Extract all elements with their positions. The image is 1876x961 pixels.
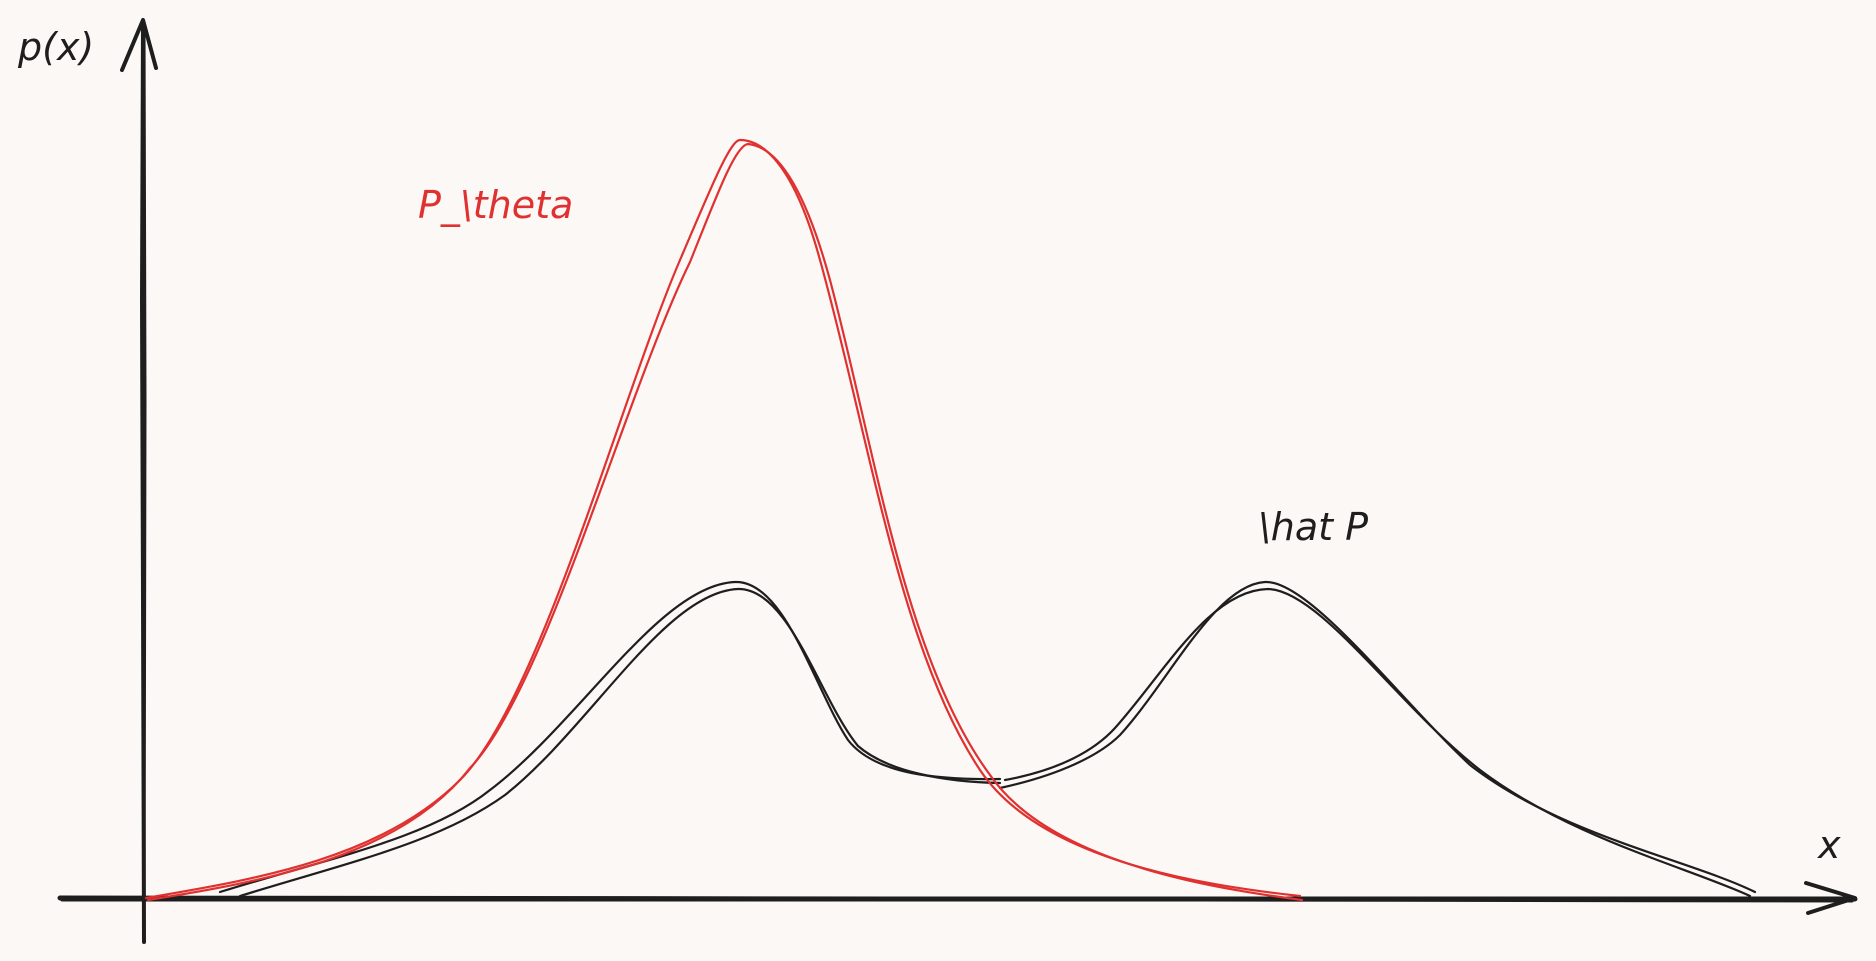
x-axis-arrowhead (1804, 881, 1857, 915)
y-axis-arrowhead (120, 18, 158, 72)
model-curve-label: P_\theta (418, 183, 573, 227)
data-curve-label: \hat P (1258, 505, 1368, 549)
y-axis-label: p(x) (17, 25, 94, 69)
x-axis (57, 881, 1858, 915)
model-curve (144, 138, 1304, 902)
x-axis-label: x (1817, 823, 1841, 867)
data-curve (218, 580, 1757, 898)
y-axis (120, 18, 158, 944)
